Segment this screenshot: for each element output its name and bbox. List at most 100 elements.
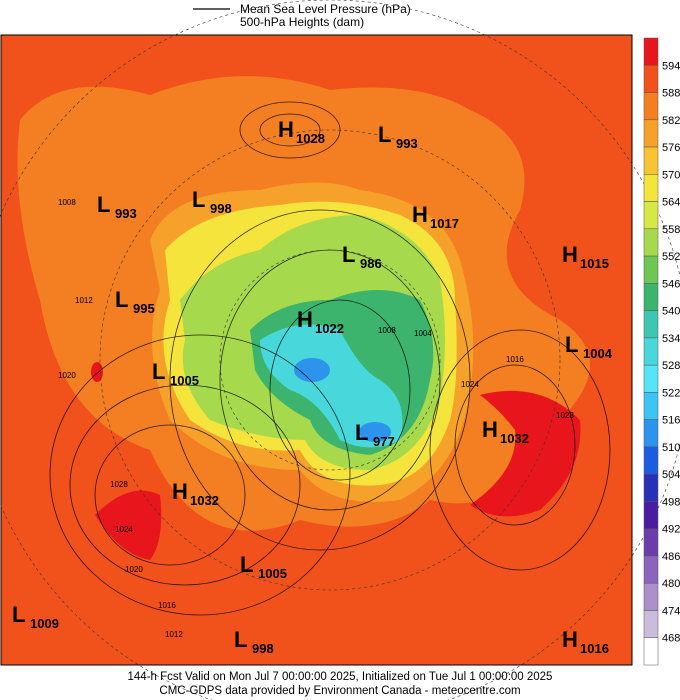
region xyxy=(95,490,162,560)
colorbar-swatch xyxy=(643,283,659,311)
colorbar-label: 522 xyxy=(662,387,680,399)
contour-label: 1024 xyxy=(461,380,479,389)
center-letter: L xyxy=(355,420,368,445)
center-letter: L xyxy=(192,187,205,212)
center-letter: L xyxy=(97,192,110,217)
center-letter: L xyxy=(234,627,247,652)
region xyxy=(294,358,330,382)
colorbar-swatch xyxy=(643,364,659,393)
center-letter: L xyxy=(565,332,578,357)
center-letter: L xyxy=(12,602,25,627)
center-value: 1017 xyxy=(430,216,459,231)
colorbar-swatch xyxy=(643,446,659,475)
colorbar-label: 468 xyxy=(662,633,680,645)
colorbar-label: 510 xyxy=(662,442,680,454)
center-value: 986 xyxy=(360,256,382,271)
center-letter: L xyxy=(115,287,128,312)
contour-label: 1012 xyxy=(165,630,183,639)
colorbar-swatch xyxy=(643,528,659,557)
colorbar-swatch xyxy=(643,310,659,339)
contour-label: 1016 xyxy=(506,355,524,364)
center-letter: H xyxy=(297,307,313,332)
center-value: 1015 xyxy=(580,256,609,271)
colorbar-label: 534 xyxy=(662,333,680,345)
region xyxy=(470,390,581,517)
center-letter: H xyxy=(172,479,188,504)
colorbar-label: 552 xyxy=(662,251,680,263)
colorbar-swatch xyxy=(643,65,659,93)
colorbar-label: 576 xyxy=(662,142,680,154)
colorbar-swatch xyxy=(643,555,659,584)
legend-text: 500-hPa Heights (dam) xyxy=(240,15,364,29)
region xyxy=(260,324,403,448)
center-value: 993 xyxy=(396,136,418,151)
colorbar-label: 570 xyxy=(662,169,680,181)
colorbar: 594 588 582 576 570 564 558 552 546 540 534 528 522 5… xyxy=(643,37,680,666)
center-letter: L xyxy=(378,122,391,147)
region xyxy=(91,362,103,382)
colorbar-label: 504 xyxy=(662,469,680,481)
footer-text: 144-h Fcst Valid on Mon Jul 7 00:00:00 2… xyxy=(128,671,553,683)
center-value: 1022 xyxy=(315,321,344,336)
center-letter: H xyxy=(562,627,578,652)
contour-label: 1012 xyxy=(75,296,93,305)
center-letter: H xyxy=(482,417,498,442)
colorbar-label: 486 xyxy=(662,551,680,563)
contour-label: 1008 xyxy=(58,198,76,207)
colorbar-swatch xyxy=(643,174,659,202)
colorbar-swatch xyxy=(643,37,659,66)
colorbar-label: 528 xyxy=(662,360,680,372)
colorbar-swatch xyxy=(643,610,659,638)
colorbar-swatch xyxy=(643,92,659,121)
center-value: 1028 xyxy=(296,131,325,146)
contour-label: 1028 xyxy=(556,411,574,420)
center-value: 1005 xyxy=(170,373,199,388)
contour-label: 1008 xyxy=(378,326,396,335)
center-value: 1016 xyxy=(580,641,609,656)
legend-text: Mean Sea Level Pressure (hPa) xyxy=(240,2,411,16)
center-value: 998 xyxy=(210,201,232,216)
colorbar-swatch xyxy=(643,255,659,284)
colorbar-label: 498 xyxy=(662,496,680,508)
colorbar-swatch xyxy=(643,582,659,611)
center-value: 995 xyxy=(133,301,155,316)
colorbar-label: 516 xyxy=(662,415,680,427)
colorbar-label: 546 xyxy=(662,278,680,290)
colorbar-swatch xyxy=(643,637,659,666)
colorbar-label: 558 xyxy=(662,224,680,236)
colorbar-label: 594 xyxy=(662,60,680,72)
center-value: 1005 xyxy=(258,566,287,581)
colorbar-swatch xyxy=(643,473,659,502)
colorbar-swatch xyxy=(643,337,659,366)
colorbar-swatch xyxy=(643,146,659,175)
center-letter: L xyxy=(342,242,355,267)
center-letter: H xyxy=(412,202,428,227)
contour-label: 1028 xyxy=(110,480,128,489)
footer-text: CMC-GDPS data provided by Environment Ca… xyxy=(159,685,520,697)
contour-label: 1020 xyxy=(125,565,143,574)
center-value: 1004 xyxy=(583,346,613,361)
colorbar-label: 492 xyxy=(662,524,680,536)
region xyxy=(359,422,391,442)
colorbar-swatch xyxy=(643,501,659,529)
center-letter: H xyxy=(562,242,578,267)
contour-label: 1024 xyxy=(115,525,133,534)
center-value: 998 xyxy=(252,641,274,656)
center-value: 1032 xyxy=(190,493,219,508)
colorbar-swatch xyxy=(643,392,659,420)
colorbar-swatch xyxy=(643,119,659,148)
colorbar-swatch xyxy=(643,228,659,257)
center-value: 1009 xyxy=(30,616,59,631)
colorbar-swatch xyxy=(643,419,659,448)
center-letter: H xyxy=(278,117,294,142)
center-value: 993 xyxy=(115,206,137,221)
colorbar-label: 564 xyxy=(662,197,680,209)
center-value: 977 xyxy=(373,434,395,449)
colorbar-label: 582 xyxy=(662,115,680,127)
contours xyxy=(49,101,611,616)
colorbar-label: 480 xyxy=(662,578,680,590)
